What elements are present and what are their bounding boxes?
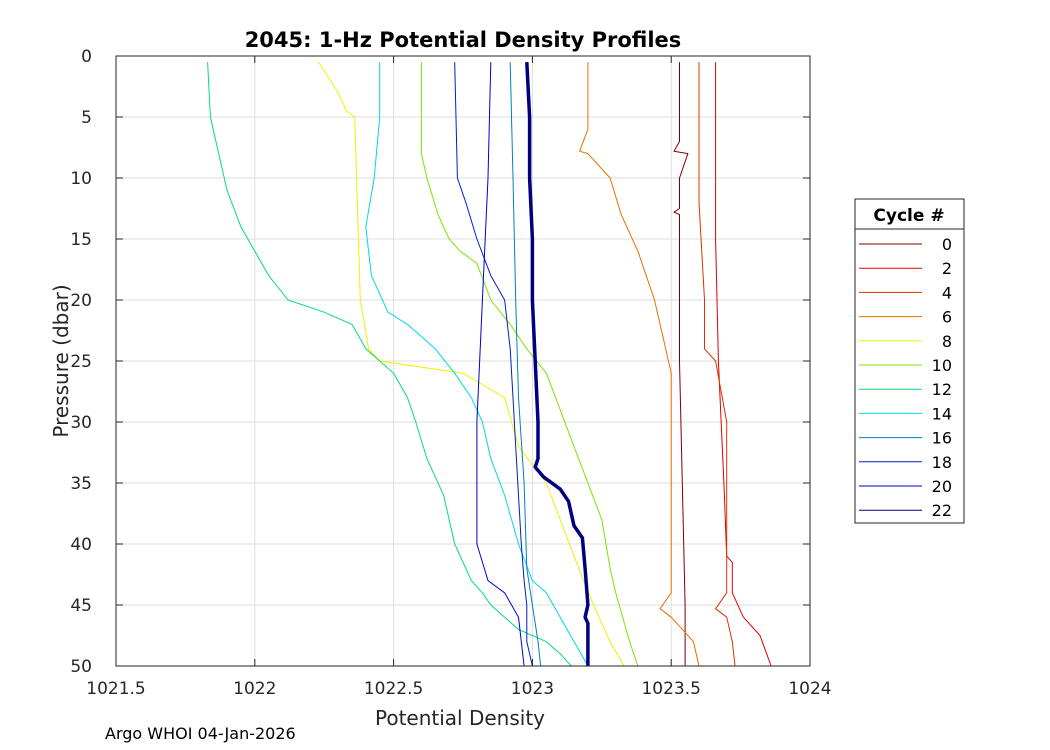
x-tick-label: 1021.5 (86, 679, 145, 699)
legend-label-14: 14 (932, 404, 952, 423)
y-tick-label: 40 (70, 535, 92, 555)
series-line-cycle-18 (454, 62, 533, 667)
legend-label-4: 4 (942, 283, 952, 302)
series-line-cycle-2 (715, 62, 772, 667)
legend-label-8: 8 (942, 332, 952, 351)
legend-items: 0 2 4 6 8 10 12 14 16 18 20 22 (859, 235, 952, 520)
series-line-cycle-0 (673, 62, 689, 666)
ticks (115, 55, 811, 667)
legend-label-0: 0 (942, 235, 952, 254)
series-line-cycle-4 (698, 62, 736, 667)
legend: Cycle # 0 2 4 6 8 10 12 14 16 18 20 22 (854, 198, 965, 524)
x-tick-label: 1023.5 (641, 679, 700, 699)
x-tick-labels: 1021.5 1022 1022.5 1023 1023.5 1024 (86, 679, 831, 699)
y-tick-label: 25 (70, 352, 92, 372)
x-tick-label: 1022 (233, 679, 276, 699)
y-tick-label: 30 (70, 413, 92, 433)
series-line-cycle-20 (476, 62, 525, 667)
y-axis-label: Pressure (dbar) (49, 284, 73, 437)
legend-label-18: 18 (932, 453, 952, 472)
legend-title: Cycle # (873, 206, 944, 226)
legend-label-20: 20 (932, 477, 952, 496)
legend-label-2: 2 (942, 259, 952, 278)
chart-title: 2045: 1-Hz Potential Density Profiles (245, 28, 682, 52)
legend-box (854, 198, 965, 524)
x-tick-label: 1024 (788, 679, 831, 699)
y-tick-label: 20 (70, 291, 92, 311)
series-line-cycle-14 (365, 62, 589, 667)
series-line-cycle-22 (525, 62, 590, 666)
legend-label-10: 10 (932, 356, 952, 375)
x-axis-label: Potential Density (375, 706, 545, 730)
y-tick-label: 50 (70, 657, 92, 677)
footer-credit: Argo WHOI 04-Jan-2026 (105, 724, 296, 743)
series-line-cycle-8 (318, 61, 625, 667)
y-tick-label: 35 (70, 474, 92, 494)
y-tick-labels: 0 5 10 15 20 25 30 35 40 45 50 (70, 47, 92, 677)
y-tick-label: 15 (70, 230, 92, 250)
y-tick-label: 45 (70, 596, 92, 616)
series-line-cycle-6 (579, 62, 700, 667)
series-line-cycle-10 (420, 62, 639, 667)
legend-label-12: 12 (932, 380, 952, 399)
y-tick-label: 10 (70, 169, 92, 189)
series-group (207, 61, 772, 667)
series-line-cycle-12 (207, 62, 572, 667)
y-tick-label: 5 (81, 108, 92, 128)
x-tick-label: 1023 (511, 679, 554, 699)
series-line-cycle-16 (509, 62, 542, 667)
y-tick-label: 0 (81, 47, 92, 67)
legend-label-6: 6 (942, 308, 952, 327)
grid (115, 55, 811, 667)
x-tick-label: 1022.5 (364, 679, 423, 699)
legend-label-16: 16 (932, 429, 952, 448)
legend-label-22: 22 (932, 501, 952, 520)
